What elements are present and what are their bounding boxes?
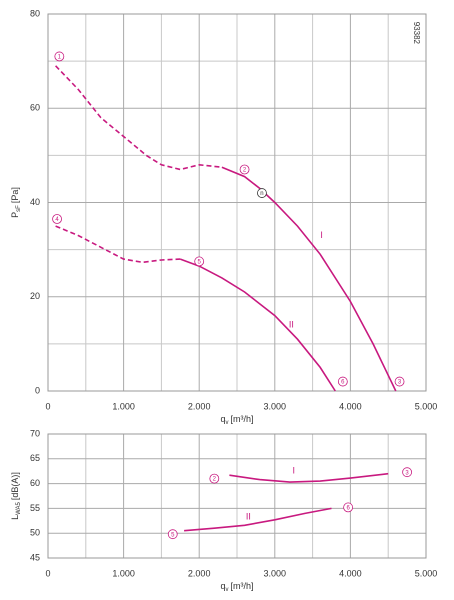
curve <box>55 65 222 171</box>
curve-label: II <box>246 512 251 522</box>
y-tick-label: 40 <box>30 197 40 207</box>
axis-label-unit: [m³/h] <box>231 581 254 591</box>
curve-label: II <box>289 319 294 329</box>
x-tick-label: 1.000 <box>112 401 135 411</box>
curve-point-marker <box>343 502 354 513</box>
curve-point-marker <box>167 529 178 540</box>
curve <box>55 225 181 264</box>
curve-point-label: 6 <box>346 505 350 511</box>
curve-label: I <box>320 230 323 240</box>
axis-label-main: P <box>10 212 20 218</box>
axis-label-sub: sF <box>16 205 22 212</box>
curve-point-label: 6 <box>341 380 345 386</box>
y-tick-label: 20 <box>30 291 40 301</box>
x-tick-label: 0 <box>45 568 50 578</box>
x-tick-label: 5.000 <box>415 568 438 578</box>
curve-point-label: 5 <box>198 259 202 265</box>
axis-label-unit: [dB(A)] <box>10 472 20 500</box>
y-tick-label: 50 <box>30 528 40 538</box>
curve-point-marker <box>257 188 267 198</box>
axis-label-unit: [m³/h] <box>231 414 254 424</box>
curve <box>180 258 336 392</box>
y-tick-label: 55 <box>30 503 40 513</box>
axis-label-main: q <box>220 414 225 424</box>
axis-label-sub: v <box>226 420 229 426</box>
curve-point-marker <box>337 376 348 387</box>
y-tick-label: 60 <box>30 478 40 488</box>
curve-point-marker <box>52 214 62 224</box>
y-tick-label: 45 <box>30 552 40 562</box>
curve-point-label: 1 <box>58 54 62 60</box>
curve-point-marker <box>394 376 405 387</box>
y-tick-label: 60 <box>30 103 40 113</box>
x-tick-label: 2.000 <box>188 568 211 578</box>
curve-point-label: n <box>260 191 263 197</box>
axis-label-sub: WA5 <box>16 501 22 514</box>
curve-point-label: 4 <box>55 217 59 223</box>
axis-label: LWA5[dB(A)] <box>10 472 21 520</box>
axis-label: qv [m³/h] <box>220 581 253 592</box>
plot-frame <box>47 433 427 559</box>
curve-point-label: 3 <box>405 470 409 476</box>
curve-point-marker <box>194 256 205 267</box>
curve-label: I <box>292 466 295 476</box>
y-tick-label: 65 <box>30 453 40 463</box>
axis-label: qv [m³/h] <box>220 414 253 425</box>
axis-label-main: q <box>220 581 225 591</box>
axis-label-sub: v <box>226 587 229 593</box>
curve-point-marker <box>209 473 220 484</box>
x-tick-label: 1.000 <box>112 568 135 578</box>
x-tick-label: 5.000 <box>415 401 438 411</box>
plot-frame <box>47 13 427 392</box>
curve-point-marker <box>402 467 413 478</box>
curve-point-marker <box>54 51 65 62</box>
x-tick-label: 4.000 <box>339 401 362 411</box>
curve <box>184 507 332 532</box>
x-tick-label: 0 <box>45 401 50 411</box>
curve-point-label: 5 <box>171 532 175 538</box>
axis-label-unit: [Pa] <box>10 187 20 203</box>
x-tick-label: 2.000 <box>188 401 211 411</box>
y-tick-label: 70 <box>30 428 40 438</box>
axis-label-main: L <box>10 515 20 520</box>
y-tick-label: 80 <box>30 8 40 18</box>
curve-point-label: 3 <box>398 380 402 386</box>
x-tick-label: 4.000 <box>339 568 362 578</box>
y-tick-label: 0 <box>35 385 40 395</box>
curve <box>221 166 397 392</box>
x-tick-label: 3.000 <box>264 568 287 578</box>
curve <box>229 472 389 483</box>
figure-code: 93382 <box>412 22 421 45</box>
x-tick-label: 3.000 <box>264 401 287 411</box>
curve-point-label: 2 <box>213 477 217 483</box>
curve-point-label: 2 <box>243 168 247 174</box>
curve-point-marker <box>239 164 250 175</box>
axis-label: PsF [Pa] <box>10 187 21 218</box>
